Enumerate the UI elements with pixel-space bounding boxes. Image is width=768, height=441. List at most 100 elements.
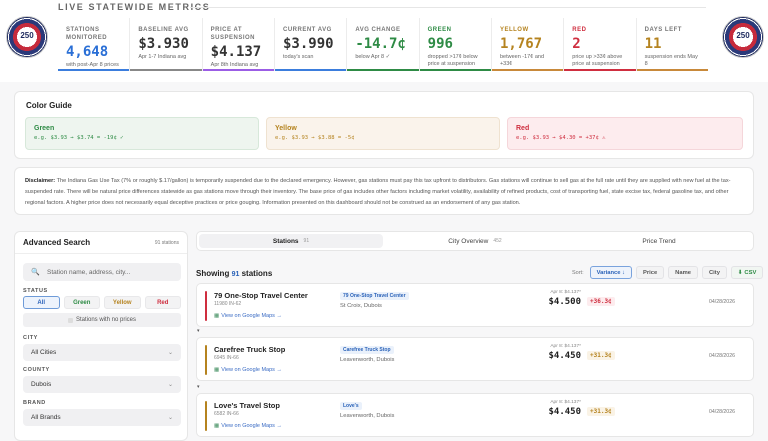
metric-baseline-avg: BASELINE AVG $3.930 Apr 1-7 Indiana avg — [130, 18, 203, 71]
showing-prefix: Showing — [196, 269, 230, 278]
metric-sub: between -17¢ and +33¢ — [499, 54, 545, 67]
guide-yellow: Yellow e.g. $3.93 → $3.88 = -5¢ — [266, 117, 500, 150]
expand-caret-icon[interactable]: ▾ — [197, 328, 200, 334]
metric-label: CURRENT AVG — [282, 27, 332, 33]
tab-price-trend[interactable]: Price Trend — [567, 234, 751, 248]
station-card[interactable]: Carefree Truck Stop 6945 IN-66 ▦ View on … — [196, 337, 754, 381]
map-icon: ▦ — [214, 367, 220, 373]
metrics-title: LIVE STATEWIDE METRICS — [58, 2, 211, 12]
metric-value: 4,648 — [66, 44, 109, 60]
tab-city-overview[interactable]: City Overview 452 — [383, 234, 567, 248]
metric-avg-change: AVG CHANGE -14.7¢ below Apr 8 ✓ — [347, 18, 420, 71]
search-icon: 🔍 — [31, 269, 40, 276]
sort-label: Sort: — [572, 269, 584, 276]
status-green-button[interactable]: Green — [63, 296, 100, 309]
metric-value: 996 — [427, 36, 453, 52]
status-yellow-button[interactable]: Yellow — [104, 296, 141, 309]
maps-link-text: View on Google Maps → — [221, 423, 282, 429]
station-address: 11980 IN-62 — [214, 301, 242, 307]
metric-label: STATIONS MONITORED — [66, 27, 108, 41]
map-icon: ▦ — [214, 313, 220, 319]
brand-select[interactable]: All Brands ⌄ — [23, 409, 181, 426]
results-summary: Showing 91 stations — [196, 269, 272, 278]
current-price: $4.450 — [548, 351, 581, 361]
state-seal-logo: 250 — [6, 16, 48, 58]
metric-sub: suspension ends May 8 — [644, 54, 698, 67]
search-box[interactable]: 🔍 — [23, 263, 181, 281]
showing-count: 91 — [231, 271, 240, 278]
google-maps-link[interactable]: ▦ View on Google Maps → — [214, 367, 282, 373]
guide-red: Red e.g. $3.93 → $4.30 = +37¢ ⚠ — [507, 117, 743, 150]
apr8-price: Apr 8: $4.137* — [550, 400, 581, 405]
sort-price-button[interactable]: Price — [635, 266, 665, 279]
station-card[interactable]: 79 One-Stop Travel Center 11980 IN-62 ▦ V… — [196, 283, 754, 327]
status-filter: All Green Yellow Red — [23, 296, 181, 309]
sort-bar: Sort: Variance ↓ Price Name City ⬇ CSV — [572, 266, 764, 279]
metric-current-avg: CURRENT AVG $3.990 today's scan — [274, 18, 348, 71]
metric-value: -14.7¢ — [355, 36, 406, 52]
chevron-down-icon: ⌄ — [167, 415, 173, 421]
sort-city-button[interactable]: City — [701, 266, 727, 279]
showing-suffix: stations — [241, 269, 273, 278]
metric-label: AVG CHANGE — [355, 27, 401, 33]
metric-days-left: DAYS LEFT 11 suspension ends May 8 — [636, 18, 708, 71]
guide-green: Green e.g. $3.93 → $3.74 = -19¢ ✓ — [25, 117, 259, 150]
county-value: Dubois — [31, 381, 52, 388]
expand-caret-icon[interactable]: ▾ — [197, 384, 200, 390]
station-name: Love's Travel Stop — [214, 401, 280, 410]
variance-badge: +31.3¢ — [587, 407, 615, 416]
metric-bar — [419, 69, 491, 71]
city-label: CITY — [23, 335, 38, 341]
metrics-row: STATIONS MONITORED 4,648 with post-Apr 8… — [58, 18, 708, 71]
guide-label: Red — [516, 125, 530, 132]
tab-stations[interactable]: Stations 91 — [199, 234, 383, 248]
color-guide: Color Guide Green e.g. $3.93 → $3.74 = -… — [14, 91, 754, 159]
metric-bar — [564, 69, 636, 71]
state-seal-logo: 250 — [722, 16, 764, 58]
price-date: 04/28/2026 — [709, 353, 735, 359]
status-strip — [205, 401, 207, 431]
metric-value: $4.137 — [210, 44, 262, 60]
divider — [190, 7, 706, 8]
apr8-price: Apr 8: $4.137* — [550, 344, 581, 349]
metric-sub: Apr 1-7 Indiana avg — [138, 54, 187, 60]
metric-sub: with post-Apr 8 prices — [66, 62, 119, 68]
station-count: 91 stations — [154, 239, 179, 246]
search-input[interactable] — [47, 268, 177, 276]
station-card[interactable]: Love's Travel Stop 6582 IN-66 ▦ View on G… — [196, 393, 754, 437]
google-maps-link[interactable]: ▦ View on Google Maps → — [214, 423, 282, 429]
tab-count: 452 — [493, 238, 502, 244]
panel-title: Advanced Search — [23, 238, 91, 247]
metric-stations-monitored: STATIONS MONITORED 4,648 with post-Apr 8… — [58, 18, 131, 71]
brand-value: All Brands — [31, 414, 61, 421]
apr8-price: Apr 8: $4.137* — [550, 290, 581, 295]
metric-sub: price up >33¢ above price at suspension — [572, 54, 623, 67]
guide-label: Yellow — [275, 125, 297, 132]
metric-yellow: YELLOW 1,767 between -17¢ and +33¢ — [491, 18, 565, 71]
metric-value: 2 — [572, 36, 581, 52]
metric-value: $3.990 — [282, 36, 334, 52]
disclaimer-label: Disclaimer: — [25, 178, 56, 184]
status-all-button[interactable]: All — [23, 296, 60, 309]
metric-sub: Apr 8th Indiana avg — [210, 62, 259, 68]
metric-red: RED 2 price up >33¢ above price at suspe… — [564, 18, 637, 71]
city-select[interactable]: All Cities ⌄ — [23, 344, 181, 361]
status-red-button[interactable]: Red — [144, 296, 181, 309]
download-csv-button[interactable]: ⬇ CSV — [730, 266, 764, 279]
status-strip — [205, 345, 207, 375]
metric-sub: below Apr 8 ✓ — [355, 54, 391, 60]
maps-link-text: View on Google Maps → — [221, 367, 282, 373]
sort-variance-button[interactable]: Variance ↓ — [589, 266, 632, 279]
chevron-down-icon: ⌄ — [167, 382, 173, 388]
guide-example: e.g. $3.93 → $3.74 = -19¢ ✓ — [34, 135, 124, 141]
metric-bar — [274, 69, 347, 71]
metric-bar — [202, 69, 274, 71]
current-price: $4.450 — [548, 407, 581, 417]
no-prices-toggle[interactable]: Stations with no prices — [23, 313, 181, 327]
county-select[interactable]: Dubois ⌄ — [23, 376, 181, 393]
sort-name-button[interactable]: Name — [668, 266, 698, 279]
station-name: Carefree Truck Stop — [214, 345, 286, 354]
metric-bar — [347, 69, 419, 71]
google-maps-link[interactable]: ▦ View on Google Maps → — [214, 313, 282, 319]
station-location: St Croix, Dubois — [340, 303, 382, 309]
